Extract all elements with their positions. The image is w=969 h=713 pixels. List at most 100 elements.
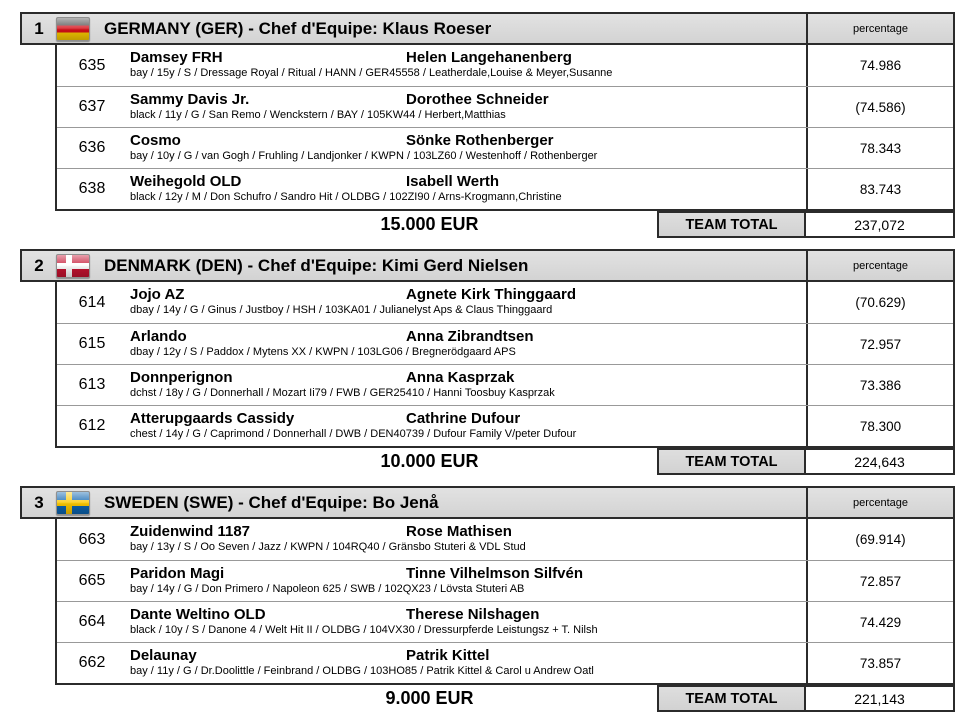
horse-name: Sammy Davis Jr. [130, 91, 250, 108]
start-number: 612 [78, 417, 106, 434]
flag-sweden-icon [56, 490, 90, 515]
team-section: 3 SWEDEN (SWE) - Chef d'Equipe: Bo Jenå … [20, 486, 955, 712]
team-section: 2 DENMARK (DEN) - Chef d'Equipe: Kimi Ge… [20, 249, 955, 475]
rider-rows: 635 Damsey FRH Helen Langehanenberg bay … [55, 45, 955, 211]
start-number: 662 [78, 654, 106, 671]
horse-name: Donnperignon [130, 369, 233, 386]
flag-denmark-icon [56, 253, 90, 278]
team-total-row: 15.000 EUR TEAM TOTAL 237,072 [55, 211, 955, 238]
horse-name: Delaunay [130, 647, 197, 664]
horse-details: dbay / 12y / S / Paddox / Mytens XX / KW… [130, 346, 516, 358]
horse-rider-info: Delaunay Patrik Kittel bay / 11y / G / D… [127, 643, 806, 683]
horse-details: bay / 15y / S / Dressage Royal / Ritual … [130, 67, 613, 79]
horse-name: Damsey FRH [130, 49, 223, 66]
team-total-label: TEAM TOTAL [657, 685, 806, 712]
team-total-label: TEAM TOTAL [657, 211, 806, 238]
prize-money: 15.000 EUR [380, 214, 479, 234]
team-section: 1 GERMANY (GER) - Chef d'Equipe: Klaus R… [20, 12, 955, 238]
team-rank: 1 [34, 18, 44, 38]
horse-rider-info: Atterupgaards Cassidy Cathrine Dufour ch… [127, 406, 806, 446]
horse-details: bay / 11y / G / Dr.Doolittle / Feinbrand… [130, 665, 594, 677]
rider-name: Therese Nilshagen [406, 606, 540, 623]
horse-rider-info: Sammy Davis Jr. Dorothee Schneider black… [127, 87, 806, 127]
rider-row: 664 Dante Weltino OLD Therese Nilshagen … [57, 601, 953, 642]
team-total-row: 9.000 EUR TEAM TOTAL 221,143 [55, 685, 955, 712]
percentage-value: 78.343 [806, 128, 953, 168]
horse-name: Dante Weltino OLD [130, 606, 266, 623]
rider-name: Anna Zibrandtsen [406, 328, 534, 345]
horse-details: black / 10y / S / Danone 4 / Welt Hit II… [130, 624, 598, 636]
rider-name: Patrik Kittel [406, 647, 490, 664]
rider-row: 612 Atterupgaards Cassidy Cathrine Dufou… [57, 405, 953, 446]
start-number: 614 [78, 293, 106, 311]
team-title: GERMANY (GER) - Chef d'Equipe: Klaus Roe… [104, 18, 492, 38]
percentage-value: 74.429 [806, 602, 953, 642]
horse-name: Cosmo [130, 132, 181, 149]
rider-name: Helen Langehanenberg [406, 49, 572, 66]
percentage-value: 73.857 [806, 643, 953, 683]
horse-name: Paridon Magi [130, 565, 225, 582]
prize-money: 10.000 EUR [380, 451, 479, 471]
horse-details: dbay / 14y / G / Ginus / Justboy / HSH /… [130, 304, 553, 316]
percentage-value: 78.300 [806, 406, 953, 446]
rider-name: Isabell Werth [406, 173, 500, 190]
percentage-value: 72.957 [806, 324, 953, 364]
team-total-value: 237,072 [806, 211, 955, 238]
rider-name: Tinne Vilhelmson Silfvén [406, 565, 583, 582]
rider-row: 615 Arlando Anna Zibrandtsen dbay / 12y … [57, 323, 953, 364]
horse-name: Arlando [130, 328, 187, 345]
horse-rider-info: Weihegold OLD Isabell Werth black / 12y … [127, 169, 806, 209]
percentage-value: 72.857 [806, 561, 953, 601]
rider-row: 636 Cosmo Sönke Rothenberger bay / 10y /… [57, 127, 953, 168]
start-number: 664 [78, 613, 106, 630]
start-number: 613 [78, 376, 106, 393]
team-rank: 3 [34, 492, 44, 512]
rider-name: Agnete Kirk Thinggaard [406, 286, 577, 303]
rider-row: 614 Jojo AZ Agnete Kirk Thinggaard dbay … [57, 282, 953, 323]
start-number: 665 [78, 572, 106, 589]
horse-name: Weihegold OLD [130, 173, 242, 190]
horse-rider-info: Zuidenwind 1187 Rose Mathisen bay / 13y … [127, 519, 806, 560]
horse-details: bay / 14y / G / Don Primero / Napoleon 6… [130, 583, 525, 595]
rider-name: Rose Mathisen [406, 523, 512, 540]
rider-row: 665 Paridon Magi Tinne Vilhelmson Silfvé… [57, 560, 953, 601]
rider-row: 635 Damsey FRH Helen Langehanenberg bay … [57, 45, 953, 86]
prize-money: 9.000 EUR [385, 688, 474, 708]
team-total-value: 224,643 [806, 448, 955, 475]
rider-name: Anna Kasprzak [406, 369, 515, 386]
horse-details: black / 11y / G / San Remo / Wenckstern … [130, 109, 506, 121]
team-title: SWEDEN (SWE) - Chef d'Equipe: Bo Jenå [104, 492, 439, 512]
team-header: 2 DENMARK (DEN) - Chef d'Equipe: Kimi Ge… [20, 249, 955, 282]
team-total-label: TEAM TOTAL [657, 448, 806, 475]
start-number: 637 [78, 98, 106, 115]
rider-name: Cathrine Dufour [406, 410, 521, 427]
flag-germany-icon [56, 16, 90, 41]
percentage-column-header: percentage [806, 488, 953, 517]
horse-name: Zuidenwind 1187 [130, 523, 251, 540]
horse-rider-info: Cosmo Sönke Rothenberger bay / 10y / G /… [127, 128, 806, 168]
rider-row: 638 Weihegold OLD Isabell Werth black / … [57, 168, 953, 209]
percentage-value: 73.386 [806, 365, 953, 405]
rider-rows: 663 Zuidenwind 1187 Rose Mathisen bay / … [55, 519, 955, 685]
percentage-column-header: percentage [806, 251, 953, 280]
team-header: 1 GERMANY (GER) - Chef d'Equipe: Klaus R… [20, 12, 955, 45]
team-rank: 2 [34, 255, 44, 275]
start-number: 615 [78, 335, 106, 352]
team-title: DENMARK (DEN) - Chef d'Equipe: Kimi Gerd… [104, 255, 529, 275]
horse-details: black / 12y / M / Don Schufro / Sandro H… [130, 191, 562, 203]
start-number: 638 [78, 180, 106, 197]
percentage-value: 74.986 [806, 45, 953, 86]
horse-details: bay / 13y / S / Oo Seven / Jazz / KWPN /… [130, 541, 526, 553]
percentage-column-header: percentage [806, 14, 953, 43]
rider-row: 663 Zuidenwind 1187 Rose Mathisen bay / … [57, 519, 953, 560]
horse-details: bay / 10y / G / van Gogh / Fruhling / La… [130, 150, 598, 162]
percentage-value: (74.586) [806, 87, 953, 127]
start-number: 636 [78, 139, 106, 156]
horse-details: chest / 14y / G / Caprimond / Donnerhall… [130, 428, 577, 440]
percentage-value: (69.914) [806, 519, 953, 560]
start-number: 635 [78, 56, 106, 74]
percentage-value: 83.743 [806, 169, 953, 209]
rider-rows: 614 Jojo AZ Agnete Kirk Thinggaard dbay … [55, 282, 955, 448]
horse-name: Atterupgaards Cassidy [130, 410, 295, 427]
